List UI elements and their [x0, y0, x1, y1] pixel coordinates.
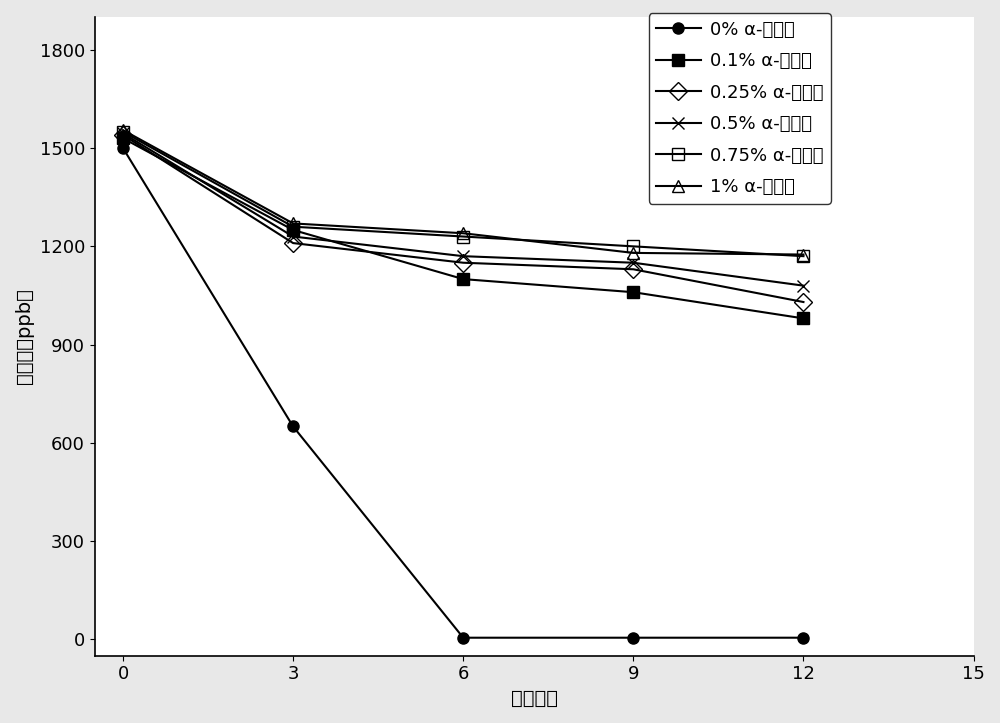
Line: 0.5% α-环糖精: 0.5% α-环糖精 [117, 127, 810, 292]
0% α-环糖精 [627, 633, 639, 642]
0.5% α-环糖精 [287, 232, 299, 241]
0.1% α-环糖精 [287, 226, 299, 234]
0.1% α-环糖精 [457, 275, 469, 283]
0.75% α-环糖精 [457, 232, 469, 241]
0.25% α-环糖精 [287, 239, 299, 247]
0.5% α-环糖精 [627, 258, 639, 267]
Y-axis label: 氢含量（ppb）: 氢含量（ppb） [15, 288, 34, 385]
0.75% α-环糖精 [287, 223, 299, 231]
0.5% α-环糖精 [797, 281, 809, 290]
0.1% α-环糖精 [627, 288, 639, 296]
0% α-环糖精 [117, 144, 129, 153]
Line: 1% α-环糖精: 1% α-环糖精 [117, 124, 810, 261]
1% α-环糖精 [287, 219, 299, 228]
0% α-环糖精 [287, 422, 299, 431]
0.1% α-环糖精 [117, 134, 129, 142]
Legend: 0% α-环糖精, 0.1% α-环糖精, 0.25% α-环糖精, 0.5% α-环糖精, 0.75% α-环糖精, 1% α-环糖精: 0% α-环糖精, 0.1% α-环糖精, 0.25% α-环糖精, 0.5% … [649, 13, 831, 203]
0.5% α-环糖精 [117, 129, 129, 137]
Line: 0.75% α-环糖精: 0.75% α-环糖精 [117, 126, 810, 262]
0.75% α-环糖精 [117, 127, 129, 136]
0.75% α-环糖精 [797, 252, 809, 260]
0.25% α-环糖精 [457, 258, 469, 267]
0% α-环糖精 [797, 633, 809, 642]
Line: 0.1% α-环糖精: 0.1% α-环糖精 [117, 133, 809, 324]
0.1% α-环糖精 [797, 314, 809, 322]
1% α-环糖精 [627, 249, 639, 257]
0.25% α-环糖精 [797, 298, 809, 307]
0.75% α-环糖精 [627, 242, 639, 251]
0.5% α-环糖精 [457, 252, 469, 260]
1% α-环糖精 [797, 250, 809, 259]
0% α-环糖精 [457, 633, 469, 642]
X-axis label: 时间：月: 时间：月 [511, 689, 558, 708]
0.25% α-环糖精 [117, 131, 129, 140]
0.25% α-环糖精 [627, 265, 639, 273]
Line: 0% α-环糖精: 0% α-环糖精 [117, 142, 809, 643]
Line: 0.25% α-环糖精: 0.25% α-环糖精 [117, 129, 810, 308]
1% α-环糖精 [117, 126, 129, 134]
1% α-环糖精 [457, 229, 469, 238]
